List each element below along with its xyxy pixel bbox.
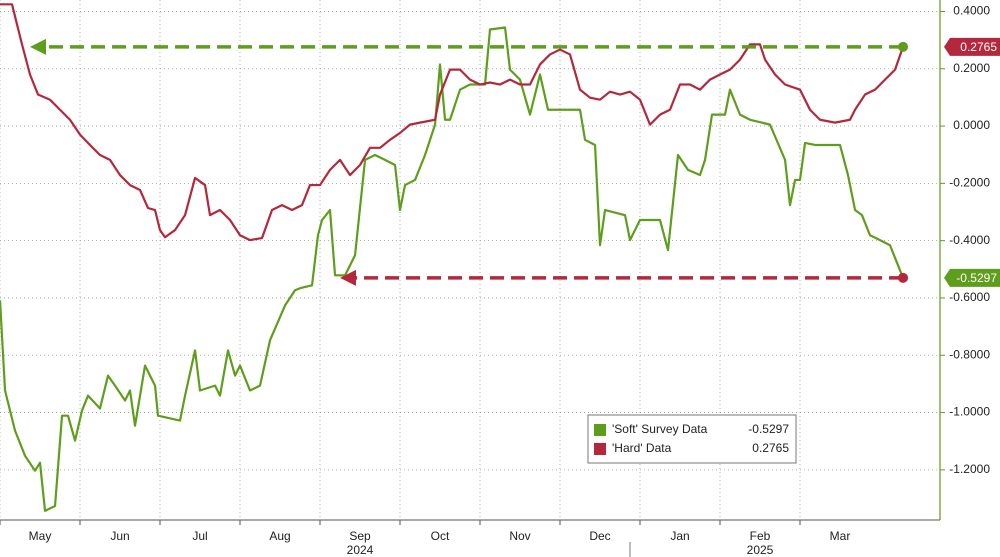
x-year-label: 2025 (747, 543, 774, 557)
x-year-label: 2024 (347, 543, 374, 557)
value-box-label: -0.5297 (956, 271, 997, 285)
y-tick-label: 0.2000 (953, 61, 990, 75)
y-tick-label: 0.0000 (953, 118, 990, 132)
y-tick-label: -1.0000 (949, 405, 990, 419)
x-tick-label: May (29, 529, 52, 543)
series-line (0, 3, 905, 242)
legend-swatch (594, 424, 606, 436)
y-tick-label: -0.2000 (949, 176, 990, 190)
end-dot (898, 272, 909, 283)
x-tick-label: Jun (110, 529, 129, 543)
x-tick-label: Nov (509, 529, 530, 543)
x-tick-label: Aug (269, 529, 290, 543)
x-tick-label: Sep (349, 529, 371, 543)
legend-label: 'Soft' Survey Data (612, 422, 708, 436)
legend-swatch (594, 443, 606, 455)
value-box-label: 0.2765 (960, 40, 997, 54)
legend-label: 'Hard' Data (612, 441, 672, 455)
x-tick-label: Oct (431, 529, 450, 543)
y-tick-label: -0.8000 (949, 347, 990, 361)
x-tick-label: Jul (192, 529, 207, 543)
legend-box (587, 414, 797, 464)
legend: 'Soft' Survey Data -0.5297 'Hard' Data 0.27… (587, 414, 797, 464)
x-tick-label: Jan (670, 529, 689, 543)
y-tick-label: -1.2000 (949, 462, 990, 476)
value-box (944, 37, 1000, 56)
x-tick-label: Dec (589, 529, 610, 543)
legend-value: -0.5297 (748, 422, 789, 436)
y-tick-label: -0.4000 (949, 233, 990, 247)
x-tick-label: Mar (830, 529, 851, 543)
x-tick-label: Feb (750, 529, 771, 543)
end-dot (898, 41, 909, 52)
value-box (944, 268, 1000, 287)
y-tick-label: 0.4000 (953, 4, 990, 18)
series-line (0, 26, 905, 512)
legend-value: 0.2765 (752, 441, 789, 455)
y-tick-label: -0.6000 (949, 290, 990, 304)
arrow-head (340, 269, 356, 286)
arrow-head (30, 38, 46, 55)
